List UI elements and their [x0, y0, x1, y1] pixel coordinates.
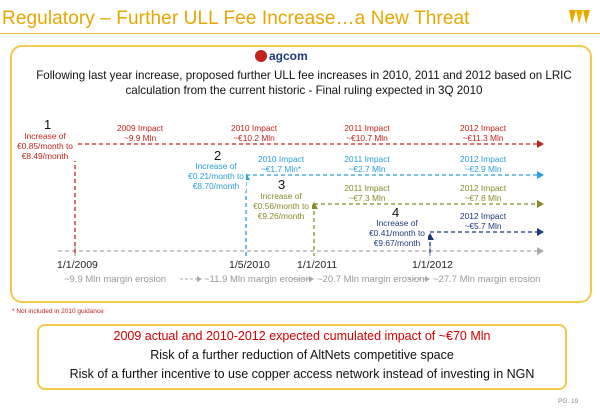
- margin-erosion-label: ~11.9 Mln margin erosion: [204, 274, 311, 285]
- summary-box: [37, 324, 567, 390]
- impact-label: 2009 Impact ~9.9 Mln: [116, 123, 164, 143]
- step3-text: Increase of €0.56/month to €9.26/month: [250, 191, 312, 221]
- impact-label: 2011 Impact ~€7.3 Mln: [344, 183, 390, 203]
- step1-number: 1: [44, 117, 52, 132]
- impact-label: 2012 Impact ~€2.9 Mln: [459, 154, 507, 174]
- margin-erosion-label: ~20.7 Mln margin erosion: [317, 274, 425, 285]
- intro-text: Following last year increase, proposed f…: [36, 69, 572, 97]
- page-title: Regulatory – Further ULL Fee Increase…a …: [2, 8, 470, 29]
- agcom-logo-text: agcom: [269, 49, 308, 63]
- footnote: * Not included in 2010 guidance: [12, 308, 104, 315]
- page-number: PG. 19: [558, 398, 579, 405]
- timeline-date: 1/1/2012: [412, 259, 453, 271]
- margin-erosion-label: ~27.7 Mln margin erosion: [433, 274, 541, 285]
- company-logo: [569, 10, 590, 24]
- impact-label: 2012 Impact ~€11.3 Mln: [459, 123, 507, 143]
- summary-risk-2: Risk of a further incentive to use coppe…: [69, 367, 535, 381]
- impact-label: 2010 Impact ~€1.7 Mln*: [257, 154, 305, 174]
- impact-label: 2010 Impact ~€10.2 Mln: [230, 123, 278, 143]
- timeline-date: 1/1/2011: [297, 259, 338, 271]
- diagram-frame: [10, 45, 592, 303]
- step4-text: Increase of €0.41/month to €9.67/month: [366, 218, 428, 248]
- step4-number: 4: [392, 205, 400, 220]
- title-rule: [0, 33, 600, 34]
- margin-erosion-label: ~9.9 Mln margin erosion: [64, 274, 167, 285]
- agcom-mark-icon: [255, 50, 267, 62]
- impact-label: 2011 Impact ~€10.7 Mln: [344, 123, 390, 143]
- summary-impact: 2009 actual and 2010-2012 expected cumul…: [113, 329, 491, 343]
- impact-label: 2011 Impact ~€2.7 Mln: [344, 154, 390, 174]
- impact-label: 2012 Impact ~€7.8 Mln: [459, 183, 507, 203]
- timeline-date: 1/1/2009: [57, 259, 98, 271]
- timeline-date: 1/5/2010: [229, 259, 270, 271]
- step3-number: 3: [278, 177, 286, 192]
- summary-risk-1: Risk of a further reduction of AltNets c…: [150, 348, 454, 362]
- impact-label: 2012 Impact ~€5.7 Mln: [459, 211, 507, 231]
- step2-text: Increase of €0.21/month to €8.70/month: [186, 161, 246, 191]
- step2-number: 2: [214, 148, 222, 163]
- agcom-logo: agcom: [255, 49, 308, 63]
- step1-text: Increase of €0.85/month to €8.49/month: [14, 131, 76, 161]
